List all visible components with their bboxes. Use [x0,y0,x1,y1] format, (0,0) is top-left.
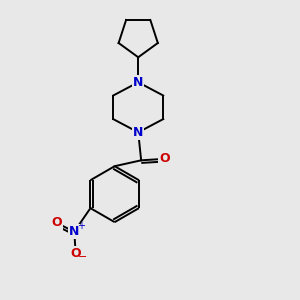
Text: O: O [159,152,170,165]
Text: O: O [51,216,62,230]
Text: −: − [77,252,87,262]
Text: N: N [69,225,80,238]
Text: +: + [77,221,85,231]
Text: N: N [133,126,143,139]
Text: N: N [133,76,143,89]
Text: O: O [70,247,81,260]
